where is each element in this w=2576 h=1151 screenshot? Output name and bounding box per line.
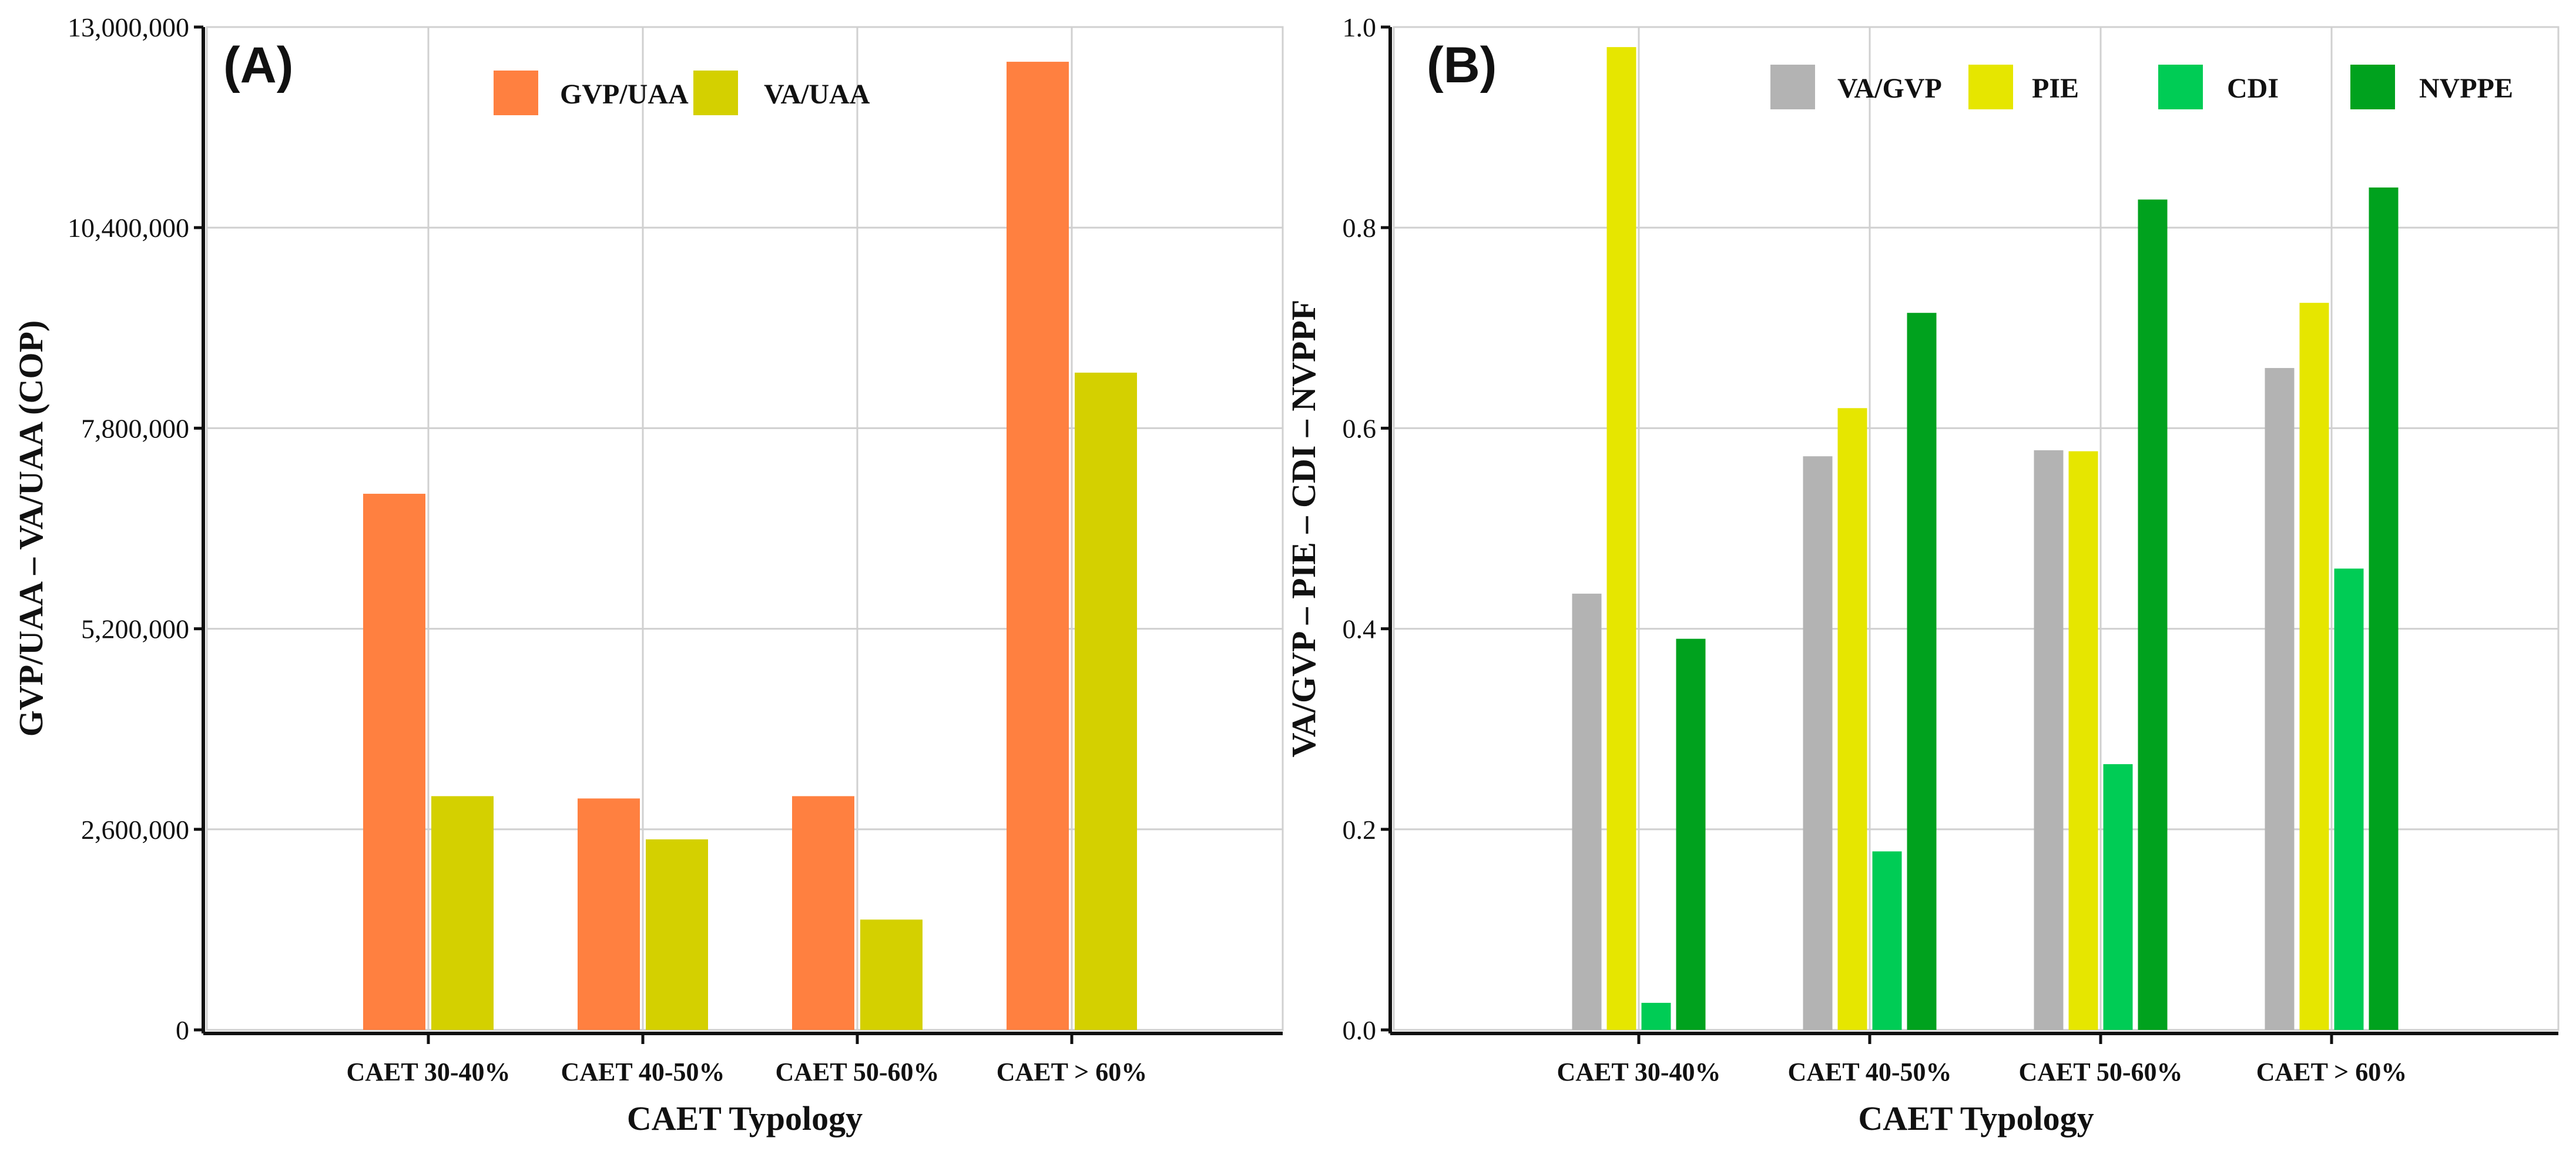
- bar-cdi: [2103, 764, 2133, 1030]
- y-axis-title: VA/GVP – PIE – CDI – NVPPF: [1284, 300, 1323, 758]
- bar-va-uaa: [646, 839, 708, 1030]
- legend-swatch: [2350, 65, 2395, 109]
- bar-pie: [2299, 303, 2329, 1030]
- panel-tag: (B): [1427, 37, 1497, 93]
- x-tick-label: CAET 30-40%: [346, 1058, 510, 1086]
- bar-gvp-uaa: [1007, 62, 1069, 1030]
- x-tick-label: CAET 40-50%: [561, 1058, 724, 1086]
- plot-border: [206, 26, 1284, 1031]
- bar-va-gvp: [1803, 456, 1833, 1030]
- legend-label: GVP/UAA: [560, 79, 689, 110]
- y-tick-label: 0.6: [1343, 413, 1377, 443]
- x-tick-label: CAET > 60%: [997, 1058, 1148, 1086]
- bar-va-uaa: [860, 919, 923, 1030]
- bar-gvp-uaa: [792, 796, 854, 1030]
- bar-va-gvp: [2265, 368, 2295, 1030]
- x-axis-title: CAET Typology: [627, 1099, 863, 1137]
- bar-pie: [1606, 47, 1636, 1030]
- bar-va-uaa: [431, 796, 494, 1030]
- y-tick-label: 7,800,000: [81, 413, 189, 443]
- bar-cdi: [2334, 568, 2364, 1030]
- y-tick-label: 13,000,000: [68, 12, 189, 42]
- y-tick-label: 10,400,000: [68, 213, 189, 243]
- bar-cdi: [1641, 1002, 1671, 1030]
- y-tick-label: 2,600,000: [81, 815, 189, 845]
- panel-a: 0 2,600,000 5,200,000 7,800,000 10,400,000 13…: [12, 12, 1284, 1137]
- panel-b: 0.0 0.2 0.4 0.6 0.8 1.0 CAET 30-40% CAET 40-50%…: [1284, 12, 2560, 1137]
- legend-swatch: [693, 71, 738, 115]
- y-tick-label: 5,200,000: [81, 614, 189, 644]
- bar-pie: [1837, 408, 1867, 1030]
- y-tick-label: 0.2: [1343, 815, 1377, 845]
- y-tick-label: 0.8: [1343, 213, 1377, 243]
- x-tick-label: CAET 50-60%: [2018, 1058, 2182, 1086]
- x-tick-label: CAET 30-40%: [1557, 1058, 1720, 1086]
- x-tick-label: CAET 50-60%: [775, 1058, 939, 1086]
- legend-swatch: [2158, 65, 2203, 109]
- legend-label: PIE: [2032, 73, 2079, 104]
- bar-gvp-uaa: [363, 493, 425, 1030]
- x-tick-label: CAET > 60%: [2256, 1058, 2407, 1086]
- legend-label: VA/UAA: [764, 79, 870, 110]
- y-tick-label: 0.0: [1343, 1015, 1377, 1045]
- legend-swatch: [494, 71, 538, 115]
- bar-va-gvp: [1572, 593, 1602, 1030]
- y-tick-label: 0.4: [1343, 614, 1377, 644]
- y-axis-title: GVP/UAA – VA/UAA (COP): [12, 320, 50, 737]
- bar-va-gvp: [2034, 450, 2064, 1030]
- bar-pie: [2068, 451, 2098, 1030]
- bar-nvppe: [2369, 187, 2399, 1030]
- bar-cdi: [1872, 851, 1902, 1030]
- y-tick-label: 0: [176, 1015, 189, 1045]
- bar-nvppe: [1907, 313, 1937, 1030]
- legend-swatch: [1968, 65, 2013, 109]
- plot-border: [1393, 26, 2560, 1031]
- x-tick-label: CAET 40-50%: [1787, 1058, 1951, 1086]
- bar-nvppe: [2138, 199, 2168, 1030]
- x-axis-title: CAET Typology: [1858, 1099, 2094, 1137]
- legend-label: NVPPE: [2419, 73, 2513, 104]
- y-tick-label: 1.0: [1343, 12, 1377, 42]
- legend-label: VA/GVP: [1837, 73, 1942, 104]
- bar-va-uaa: [1075, 372, 1137, 1030]
- bar-gvp-uaa: [578, 798, 640, 1030]
- panel-tag: (A): [223, 37, 293, 93]
- legend-swatch: [1770, 65, 1815, 109]
- legend-label: CDI: [2227, 73, 2279, 104]
- bar-nvppe: [1676, 638, 1706, 1030]
